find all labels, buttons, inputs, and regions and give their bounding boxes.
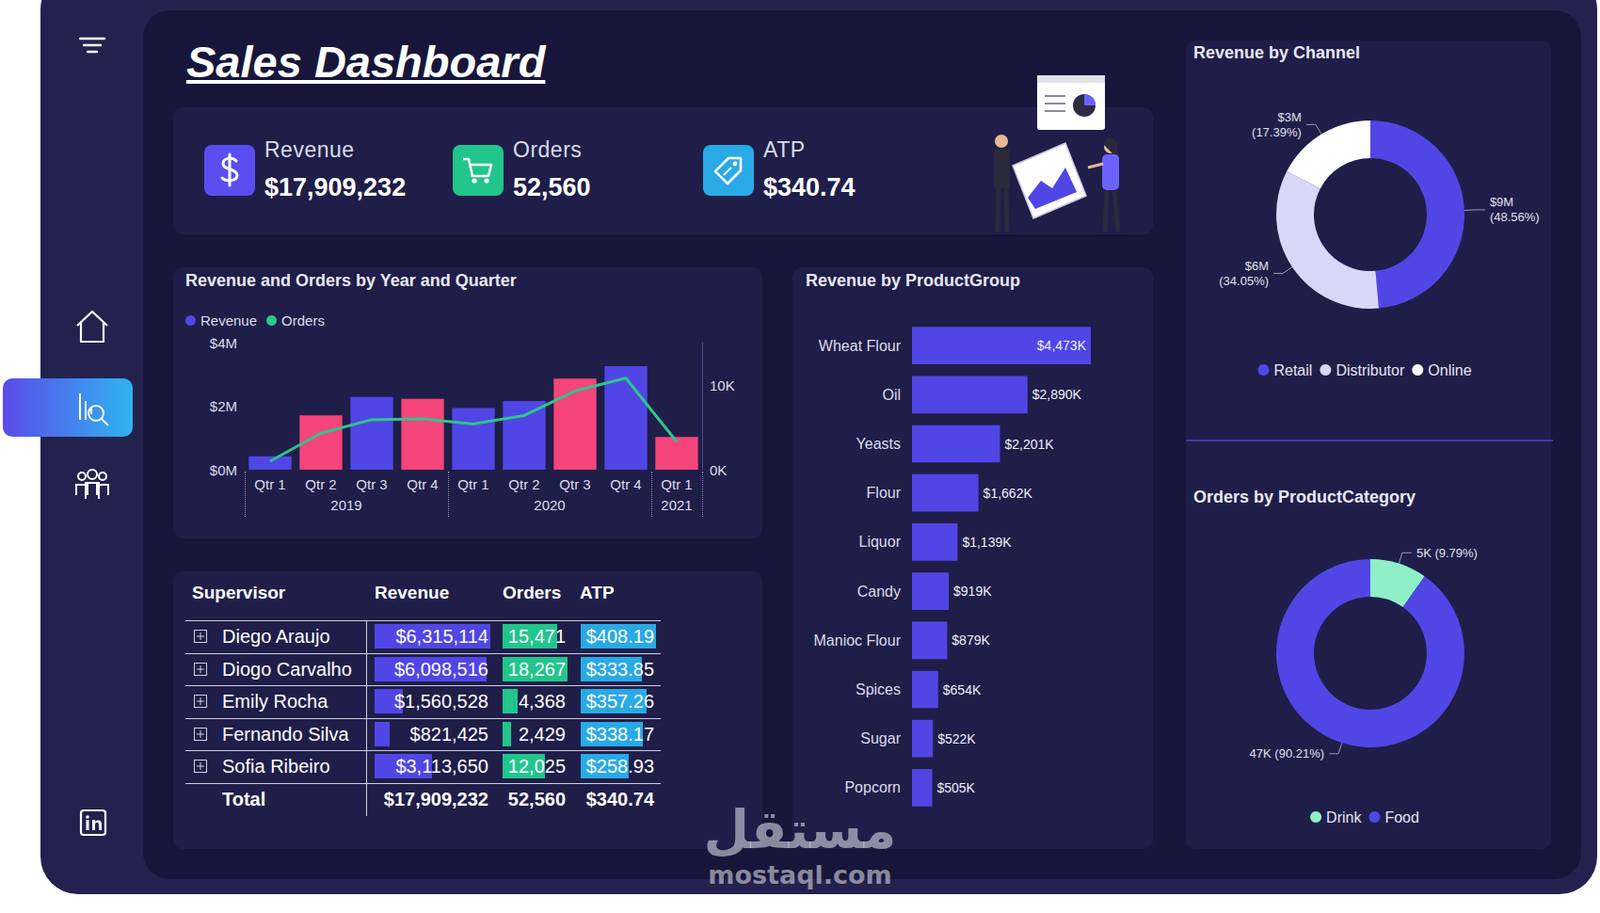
html-text:$340.74: $340.74 [763, 173, 856, 202]
html-text:2021: 2021 [660, 496, 693, 513]
html-text:$333.85: $333.85 [586, 658, 655, 680]
html-text:52,560: 52,560 [508, 788, 566, 810]
svg-text:Liquor: Liquor [859, 533, 902, 550]
html-text:18,267: 18,267 [508, 658, 566, 680]
html-text:Diogo Carvalho: Diogo Carvalho [222, 658, 352, 680]
html-text:Sofia Ribeiro: Sofia Ribeiro [222, 756, 330, 777]
svg-text:$0M: $0M [209, 462, 238, 479]
html-text:$338.17: $338.17 [586, 723, 655, 745]
svg-text:Flour: Flour [866, 484, 902, 501]
html-text:Orders by ProductCategory: Orders by ProductCategory [1193, 487, 1416, 507]
svg-text:$4,473K: $4,473K [1037, 337, 1088, 353]
svg-text:$879K: $879K [951, 632, 991, 648]
svg-text:Qtr 3: Qtr 3 [559, 476, 591, 493]
svg-text:Popcorn: Popcorn [844, 779, 901, 796]
html-text:$17,909,232: $17,909,232 [383, 788, 489, 810]
html-text:Supervisor: Supervisor [192, 582, 286, 603]
svg-text:Manioc Flour: Manioc Flour [814, 632, 902, 649]
svg-text:$2,201K: $2,201K [1004, 436, 1055, 452]
svg-text:$505K: $505K [936, 780, 976, 796]
svg-text:Qtr 4: Qtr 4 [609, 476, 641, 493]
html-text:$408.19: $408.19 [586, 626, 655, 647]
html-text:Orders: Orders [512, 137, 582, 162]
svg-text:(48.56%): (48.56%) [1489, 209, 1540, 224]
html-text:2020: 2020 [533, 496, 566, 513]
html-text:ATP: ATP [579, 582, 615, 603]
html-text:$258.93: $258.93 [586, 756, 655, 777]
html-text:Total: Total [222, 788, 266, 810]
html-text:$357.26: $357.26 [586, 691, 655, 712]
svg-text:Food: Food [1384, 809, 1419, 826]
html-text:ATP: ATP [763, 137, 806, 162]
svg-text:Oil: Oil [881, 386, 901, 403]
html-text:$340.74: $340.74 [586, 788, 655, 810]
svg-text:Online: Online [1427, 362, 1472, 379]
svg-text:10K: 10K [709, 377, 736, 394]
svg-text:Qtr 2: Qtr 2 [508, 476, 540, 493]
html-text:2019: 2019 [330, 496, 363, 513]
html-text:Diego Araujo: Diego Araujo [222, 626, 330, 647]
svg-text:Qtr 1: Qtr 1 [254, 476, 286, 493]
svg-text:Sugar: Sugar [860, 730, 901, 747]
svg-text:$1,662K: $1,662K [983, 485, 1034, 501]
html-text:15,471: 15,471 [508, 626, 566, 647]
svg-text:Qtr 1: Qtr 1 [457, 476, 489, 493]
html-text:4,368: 4,368 [518, 691, 566, 712]
svg-text:Candy: Candy [857, 583, 901, 600]
html-text:$3,113,650: $3,113,650 [395, 756, 489, 777]
html-text:2,429: 2,429 [518, 723, 566, 745]
html-text:Revenue by Channel: Revenue by Channel [1193, 43, 1360, 63]
html-text:$1,560,528: $1,560,528 [394, 691, 489, 712]
html-text:$17,909,232: $17,909,232 [264, 173, 406, 202]
svg-text:$4M: $4M [209, 335, 238, 352]
svg-text:Orders: Orders [281, 312, 325, 329]
html-text:Orders: Orders [502, 582, 562, 603]
svg-text:Spices: Spices [855, 681, 901, 698]
svg-text:(34.05%): (34.05%) [1218, 273, 1269, 288]
html-text:$6,315,114: $6,315,114 [395, 626, 489, 647]
svg-text:$2,890K: $2,890K [1032, 386, 1083, 402]
html-text:Revenue by ProductGroup: Revenue by ProductGroup [805, 271, 1021, 290]
svg-text:$9M: $9M [1489, 194, 1514, 209]
svg-text:(17.39%): (17.39%) [1251, 125, 1302, 140]
svg-text:$654K: $654K [943, 682, 982, 698]
svg-text:Retail: Retail [1273, 362, 1312, 379]
svg-text:Qtr 3: Qtr 3 [355, 476, 387, 493]
svg-text:$919K: $919K [953, 583, 992, 599]
html-text:Emily Rocha: Emily Rocha [222, 691, 328, 712]
svg-text:$522K: $522K [937, 731, 976, 747]
svg-text:$2M: $2M [209, 398, 238, 415]
html-text:Revenue: Revenue [374, 582, 450, 603]
html-text:Fernando Silva: Fernando Silva [222, 723, 349, 745]
svg-text:0K: 0K [709, 462, 727, 479]
html-text:12,025: 12,025 [508, 756, 566, 777]
html-text:52,560: 52,560 [512, 173, 591, 202]
html-text:Revenue and Orders by Year and: Revenue and Orders by Year and Quarter [185, 271, 517, 290]
svg-text:Qtr 1: Qtr 1 [660, 476, 692, 493]
svg-text:Distributor: Distributor [1335, 362, 1406, 379]
svg-text:Yeasts: Yeasts [856, 435, 901, 452]
html-text:Sales Dashboard: Sales Dashboard [186, 36, 546, 87]
svg-text:$6M: $6M [1245, 258, 1269, 273]
html-text:Revenue: Revenue [264, 137, 355, 162]
html-text:$821,425: $821,425 [409, 723, 489, 745]
html-text:$6,098,516: $6,098,516 [394, 658, 489, 680]
svg-text:Drink: Drink [1326, 809, 1362, 826]
svg-text:$3M: $3M [1278, 110, 1302, 125]
svg-text:Qtr 4: Qtr 4 [406, 476, 438, 493]
html-text:mostaql.com: mostaql.com [708, 860, 892, 890]
svg-text:5K (9.79%): 5K (9.79%) [1416, 545, 1478, 560]
svg-text:Qtr 2: Qtr 2 [304, 476, 336, 493]
svg-text:47K (90.21%): 47K (90.21%) [1249, 746, 1326, 761]
svg-text:$1,139K: $1,139K [961, 534, 1012, 550]
svg-text:Revenue: Revenue [200, 312, 257, 329]
html-text:مستقل: مستقل [703, 799, 897, 861]
svg-text:Wheat Flour: Wheat Flour [818, 337, 902, 354]
